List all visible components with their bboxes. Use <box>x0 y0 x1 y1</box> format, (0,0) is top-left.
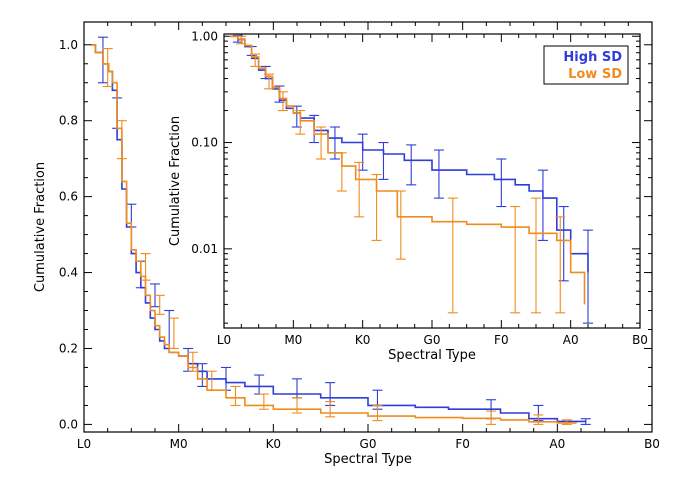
main-y-tick-label: 0.6 <box>59 190 78 204</box>
main-low-sd-line <box>91 44 578 424</box>
inset-x-tick-label: F0 <box>494 333 509 347</box>
main-x-tick-label: F0 <box>455 437 470 451</box>
inset-y-tick-label: 0.01 <box>191 242 218 256</box>
inset-x-tick-label: M0 <box>284 333 302 347</box>
inset-x-axis-label: Spectral Type <box>388 348 476 363</box>
main-y-tick-label: 0.0 <box>59 417 78 431</box>
main-x-axis-label: Spectral Type <box>324 452 412 467</box>
inset-low-sd-line <box>229 35 586 305</box>
main-x-tick-label: A0 <box>549 437 565 451</box>
inset-x-tick-label: K0 <box>355 333 371 347</box>
inset-panel: L0 M0 K0 G0 F0 A0 B0 0.01 0.10 1.00 Spectral Type C… <box>168 29 648 363</box>
main-y-tick-label: 0.4 <box>59 266 78 280</box>
inset-y-tick-label: 0.10 <box>191 136 218 150</box>
inset-x-tick-label: G0 <box>424 333 441 347</box>
main-y-axis-label: Cumulative Fraction <box>33 162 48 292</box>
main-y-tick-label: 0.2 <box>59 341 78 355</box>
main-y-tick-label: 0.8 <box>59 114 78 128</box>
legend-box <box>543 45 629 85</box>
inset-legend: High SD Low SD <box>543 45 629 85</box>
legend-entry-low-sd: Low SD <box>568 67 622 82</box>
main-x-tick-label: G0 <box>360 437 377 451</box>
main-x-tick-label: M0 <box>170 437 188 451</box>
inset-series-high-sd <box>229 34 593 324</box>
inset-high-sd-line <box>229 35 589 273</box>
main-x-tick-label: L0 <box>77 437 91 451</box>
main-y-tick-label: 1.0 <box>59 38 78 52</box>
inset-y-tick-label: 1.00 <box>191 29 218 43</box>
main-x-tick-label: K0 <box>266 437 282 451</box>
main-x-tick-label: B0 <box>644 437 660 451</box>
inset-y-axis-label: Cumulative Fraction <box>168 116 183 246</box>
inset-x-tick-label: A0 <box>563 333 579 347</box>
inset-x-tick-label: L0 <box>217 333 231 347</box>
inset-x-tick-label: B0 <box>632 333 648 347</box>
legend-entry-high-sd: High SD <box>563 50 622 65</box>
main-series-low-sd <box>91 44 578 425</box>
main-panel: L0 M0 K0 G0 F0 A0 B0 0.0 0.2 0.4 0.6 0.8 1.0 Spectral… <box>33 21 660 467</box>
inset-series-low-sd <box>229 35 586 314</box>
